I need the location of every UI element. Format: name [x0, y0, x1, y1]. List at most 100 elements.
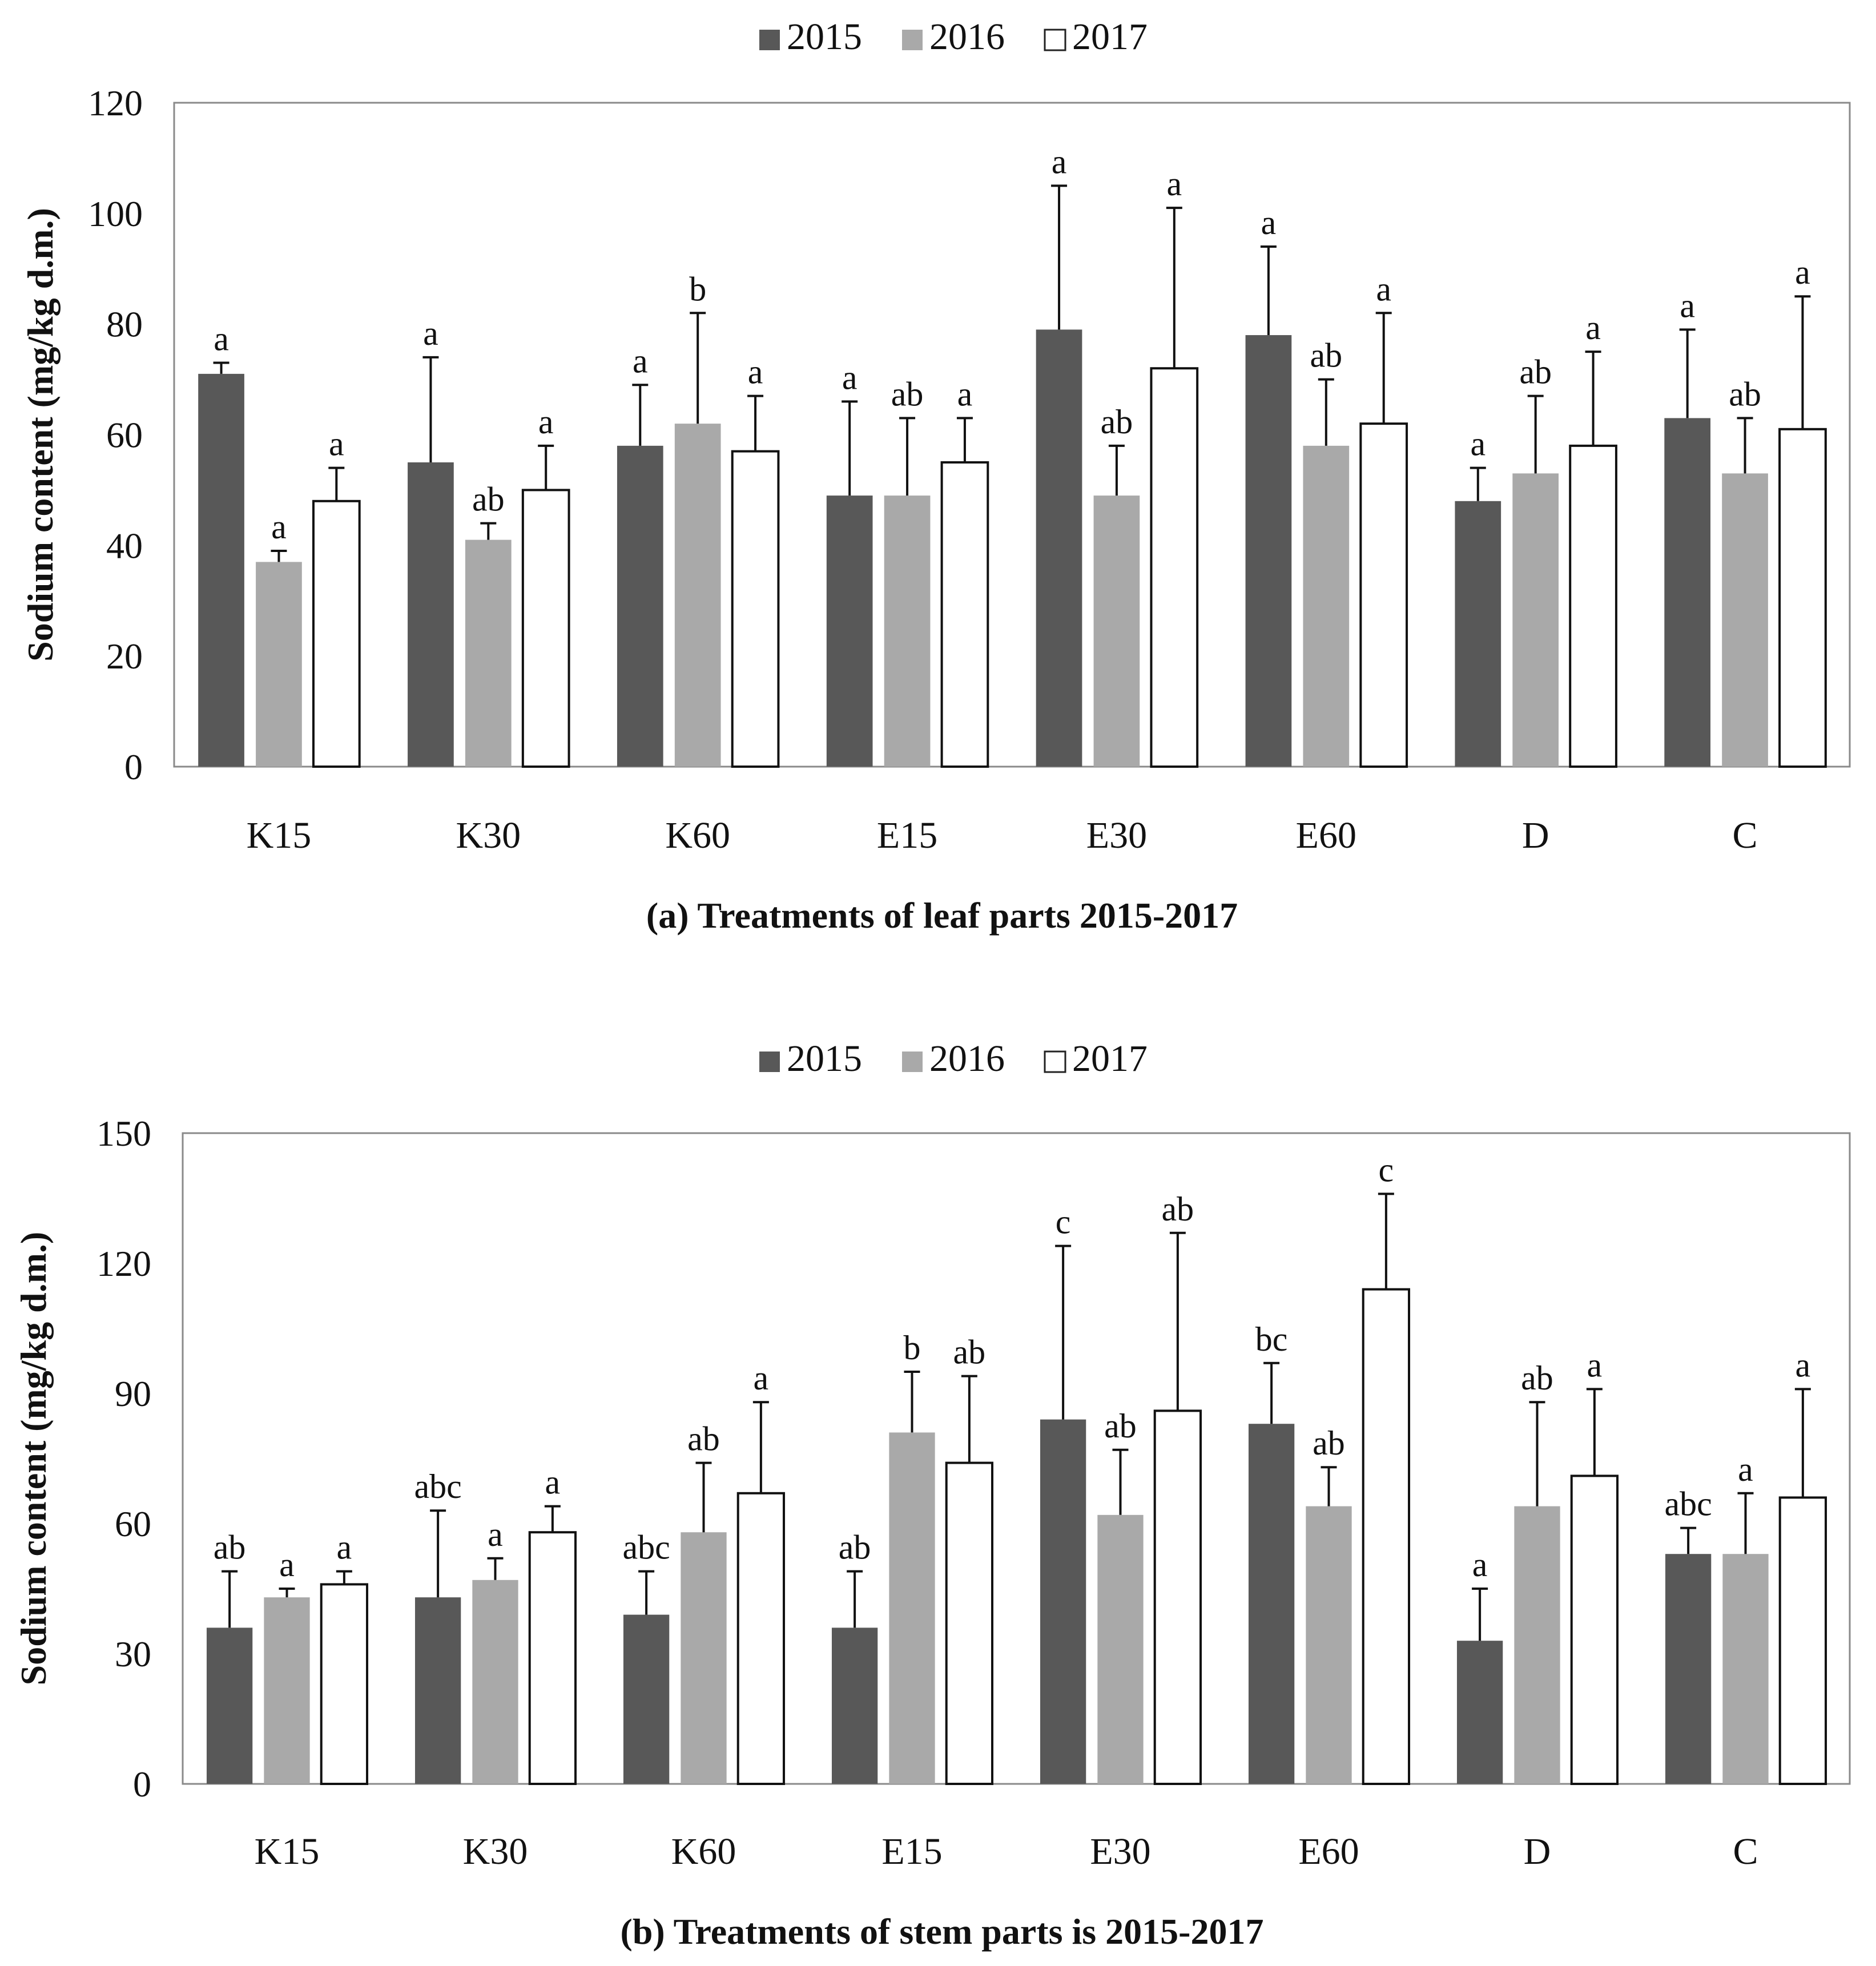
- y-tick-label: 0: [124, 747, 143, 787]
- significance-letter-2015-D: a: [1472, 1546, 1488, 1584]
- x-category-label-K15: K15: [255, 1831, 320, 1872]
- significance-letter-2017-D: a: [1587, 1346, 1603, 1384]
- significance-letter-2015-E15: ab: [839, 1529, 871, 1566]
- bar-2016-K15: [264, 1597, 310, 1784]
- bar-2017-K15: [312, 499, 361, 768]
- significance-letter-2016-D: ab: [1519, 353, 1552, 391]
- significance-letter-2017-E30: ab: [1162, 1190, 1194, 1228]
- significance-letter-2016-E30: ab: [1104, 1407, 1137, 1445]
- significance-letter-2016-C: a: [1738, 1451, 1753, 1488]
- bar-2016-D: [1512, 473, 1559, 767]
- significance-letter-2015-E60: bc: [1255, 1320, 1288, 1358]
- x-category-label-E30: E30: [1090, 1831, 1150, 1872]
- bar-2017-K60: [736, 1492, 786, 1786]
- bar-2015-D: [1455, 501, 1501, 767]
- significance-letter-2017-E60: a: [1376, 270, 1391, 308]
- significance-letter-2015-K60: a: [633, 342, 648, 380]
- significance-letter-2017-C: a: [1795, 253, 1810, 291]
- x-category-label-K30: K30: [463, 1831, 528, 1872]
- plot-frame: [173, 102, 1851, 768]
- significance-letter-2015-C: abc: [1664, 1485, 1712, 1523]
- y-tick-label: 150: [96, 1113, 151, 1154]
- x-category-label-C: C: [1733, 815, 1758, 856]
- bar-2015-K15: [206, 1627, 253, 1784]
- x-category-label-C: C: [1733, 1831, 1758, 1872]
- x-category-label-E60: E60: [1298, 1831, 1359, 1872]
- legend-label-2015: 2015: [787, 16, 862, 58]
- legend-swatch-2016: [902, 1052, 923, 1072]
- significance-letter-2016-D: ab: [1521, 1359, 1553, 1397]
- bar-2016-K15: [256, 562, 302, 767]
- legend-label-2017: 2017: [1072, 1038, 1148, 1079]
- significance-letter-2016-K15: a: [279, 1546, 295, 1584]
- panel-caption: (a) Treatments of leaf parts 2015-2017: [646, 895, 1238, 936]
- x-category-label-D: D: [1524, 1831, 1551, 1872]
- x-category-label-E15: E15: [881, 1831, 942, 1872]
- significance-letter-2017-K60: a: [748, 353, 763, 391]
- significance-letter-2015-K30: abc: [414, 1468, 461, 1505]
- bar-2016-K60: [681, 1532, 727, 1784]
- y-axis-title: Sodium content (mg/kg d.m.): [13, 1232, 54, 1686]
- bar-2017-D: [1570, 1474, 1619, 1785]
- bar-2015-E60: [1248, 1424, 1295, 1784]
- x-category-label-K15: K15: [247, 815, 312, 856]
- legend-label-2016: 2016: [929, 1038, 1005, 1079]
- significance-letter-2016-K60: b: [689, 270, 706, 308]
- bar-2015-D: [1456, 1641, 1503, 1784]
- bar-2017-E60: [1362, 1288, 1411, 1786]
- legend-label-2015: 2015: [787, 1038, 862, 1079]
- bar-2015-K30: [408, 462, 454, 767]
- significance-letter-2017-K15: a: [329, 425, 344, 463]
- bar-2015-K30: [414, 1597, 461, 1784]
- bar-2016-E15: [884, 495, 931, 767]
- bar-2016-E15: [889, 1432, 935, 1784]
- bar-2016-E30: [1097, 1514, 1144, 1784]
- significance-letter-2016-K30: ab: [472, 481, 505, 518]
- bar-2017-K15: [320, 1583, 369, 1785]
- bar-2015-E30: [1040, 1419, 1086, 1784]
- bar-2016-C: [1722, 1554, 1769, 1784]
- bar-2015-E15: [826, 495, 873, 767]
- y-tick-label: 60: [115, 1504, 151, 1544]
- significance-letter-2015-C: a: [1680, 287, 1695, 324]
- significance-letter-2017-E15: a: [957, 375, 973, 413]
- bar-2017-K60: [731, 450, 780, 768]
- legend-swatch-2017: [1044, 29, 1066, 51]
- significance-letter-2017-K15: a: [337, 1529, 352, 1566]
- bar-2017-K30: [521, 489, 570, 768]
- significance-letter-2015-E30: c: [1056, 1203, 1071, 1241]
- bar-2015-K60: [623, 1614, 670, 1784]
- significance-letter-2017-D: a: [1585, 309, 1601, 347]
- significance-letter-2015-E60: a: [1261, 204, 1277, 241]
- x-category-label-E30: E30: [1086, 815, 1147, 856]
- y-tick-label: 100: [88, 194, 143, 234]
- bar-2017-K30: [528, 1531, 577, 1785]
- bar-2017-C: [1778, 1496, 1827, 1785]
- bar-2017-D: [1569, 444, 1617, 768]
- y-tick-label: 60: [106, 415, 143, 456]
- x-category-label-D: D: [1522, 815, 1549, 856]
- y-tick-label: 120: [96, 1243, 151, 1284]
- significance-letter-2016-E30: ab: [1101, 403, 1133, 441]
- bar-2017-E60: [1359, 422, 1408, 768]
- significance-letter-2015-D: a: [1470, 425, 1485, 463]
- significance-letter-2017-K30: a: [538, 403, 554, 441]
- significance-letter-2016-E15: b: [904, 1329, 921, 1367]
- bar-2017-C: [1778, 428, 1827, 768]
- y-tick-label: 30: [115, 1634, 151, 1674]
- bar-2016-K60: [674, 424, 721, 767]
- significance-letter-2016-E15: ab: [891, 375, 924, 413]
- bar-2015-K15: [198, 373, 244, 767]
- chart-panel-a: 2015 2016 2017 0 20 40 60 80 100 120 Sodium conten…: [20, 16, 1851, 936]
- x-category-label-K60: K60: [671, 1831, 736, 1872]
- panel-caption: (b) Treatments of stem parts is 2015-201…: [621, 1911, 1264, 1952]
- y-tick-label: 80: [106, 304, 143, 345]
- y-axis-title: Sodium content (mg/kg d.m.): [20, 208, 61, 662]
- bar-2016-E30: [1093, 495, 1140, 767]
- significance-letter-2017-E60: c: [1379, 1151, 1394, 1189]
- significance-letter-2016-K60: ab: [687, 1420, 720, 1458]
- bar-2015-C: [1665, 1554, 1712, 1784]
- x-category-label-E60: E60: [1296, 815, 1356, 856]
- bar-2015-E15: [831, 1627, 878, 1784]
